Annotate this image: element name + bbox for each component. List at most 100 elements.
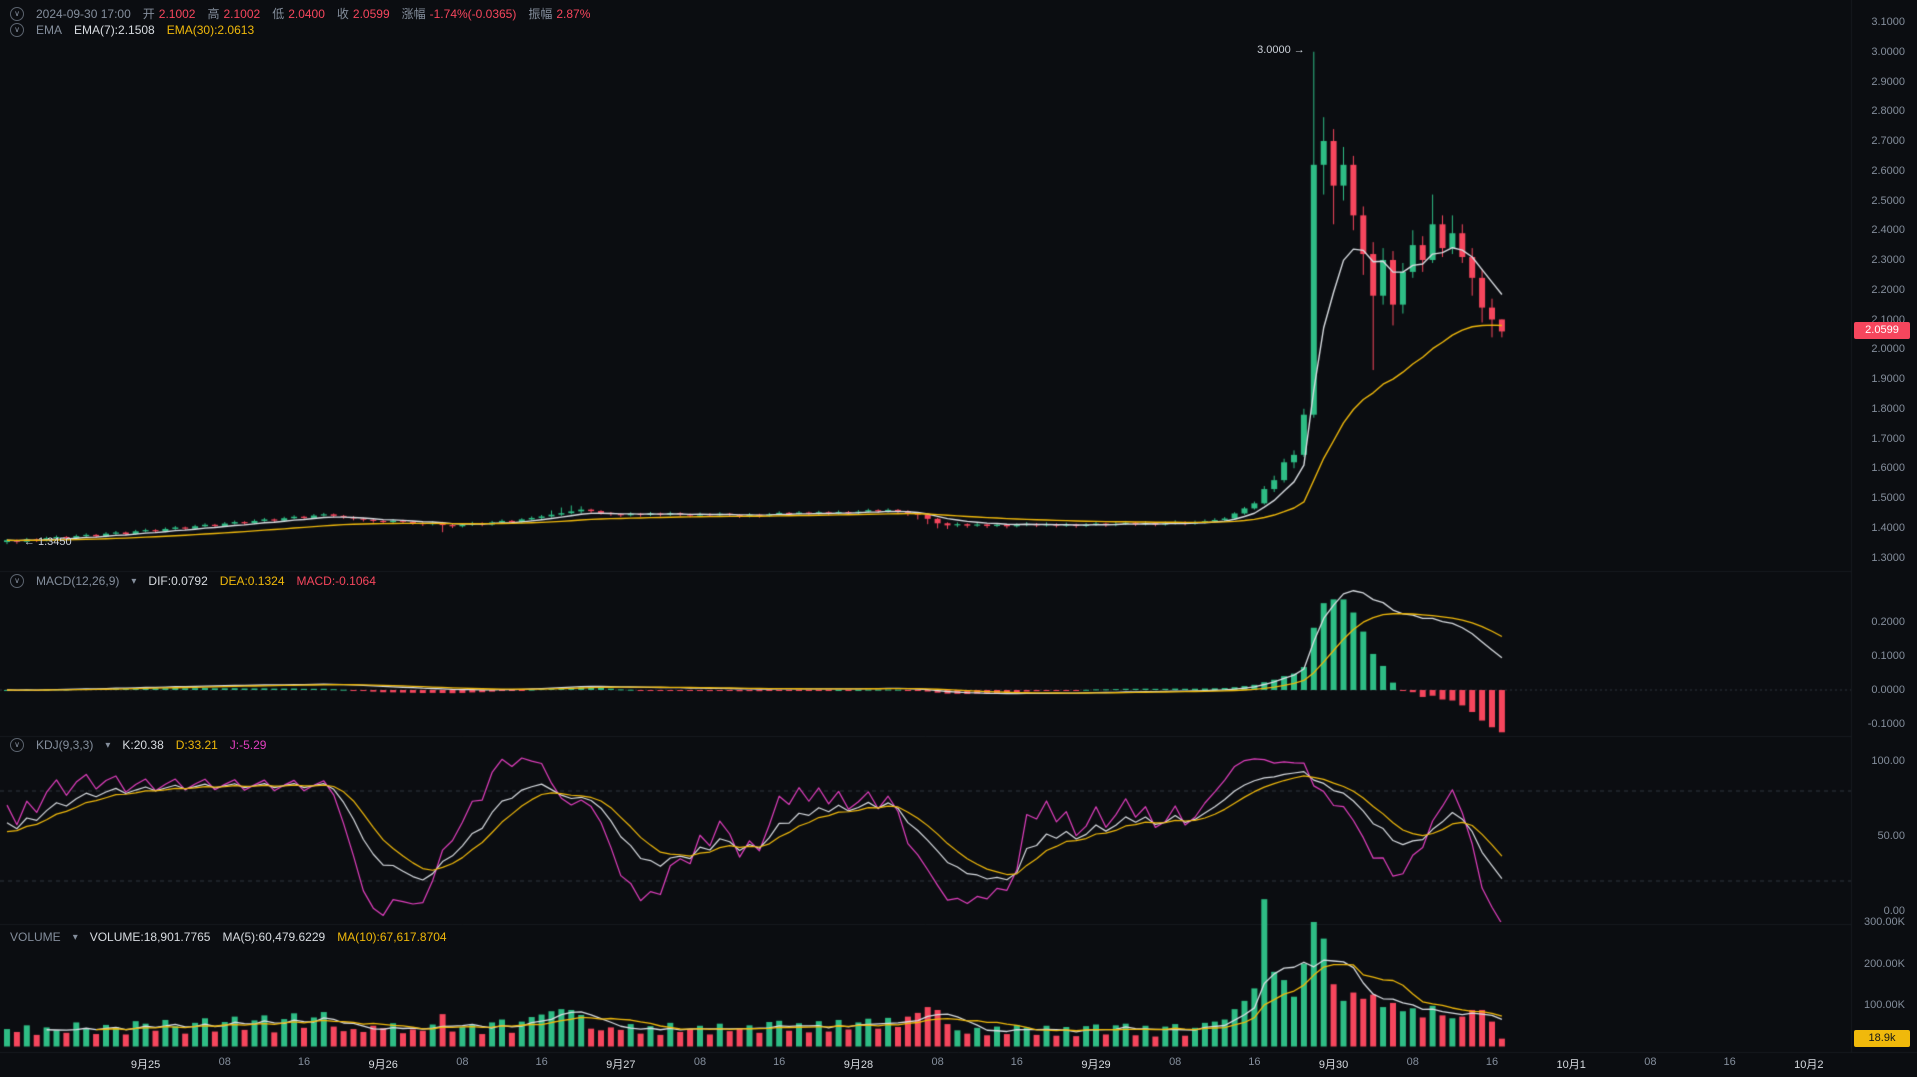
- volume-ma10-value: MA(10):67,617.8704: [337, 930, 447, 944]
- amplitude-value: 2.87%: [556, 6, 591, 21]
- time-tick-label: 08: [931, 1056, 944, 1068]
- price-tick-label: 2.7000: [1871, 135, 1905, 147]
- high-label: 高: [207, 7, 220, 21]
- chevron-down-icon: ∨: [14, 576, 20, 585]
- macd-tick-label: 0.1000: [1871, 649, 1905, 662]
- time-tick-label: 08: [1169, 1056, 1182, 1068]
- close-value: 2.0599: [352, 6, 390, 21]
- ema-title[interactable]: EMA: [36, 23, 63, 37]
- low-label: 低: [272, 7, 285, 21]
- time-tick-label: 9月25: [130, 1059, 161, 1071]
- price-badge: 2.0599: [1854, 322, 1910, 340]
- chevron-down-icon: ∨: [14, 25, 20, 34]
- ema30-value: EMA(30):2.0613: [166, 23, 255, 37]
- time-tick-label: 9月27: [606, 1059, 636, 1071]
- macd-title[interactable]: MACD(12,26,9): [36, 574, 120, 588]
- price-tick-label: 1.5000: [1871, 492, 1905, 504]
- price-tick-label: 1.7000: [1871, 432, 1905, 445]
- amplitude-label: 振幅: [528, 7, 553, 21]
- axis-labels: 3.1000 3.0000 2.9000 2.8000 2.7000 2.6000 2.50…: [1855, 0, 1915, 1077]
- kdj-tick-label: 0.00: [1883, 905, 1905, 917]
- volume-tick-label: 200.00K: [1864, 957, 1905, 970]
- time-tick-label: 16: [773, 1056, 786, 1068]
- time-tick-label: 16: [1248, 1056, 1261, 1068]
- kdj-dropdown-caret[interactable]: ▾: [105, 739, 111, 751]
- time-axis[interactable]: 9月25 08 16 9月26 08 16 9月27 08 16 9月28 08 16 9月29 08 16…: [0, 1056, 1851, 1074]
- time-tick-label: 9月29: [1081, 1059, 1111, 1071]
- time-tick-label: 08: [456, 1056, 469, 1068]
- volume-title[interactable]: VOLUME: [10, 930, 61, 944]
- time-tick-label: 16: [535, 1056, 548, 1068]
- time-tick-label: 16: [1010, 1056, 1023, 1068]
- price-tick-label: 2.0000: [1871, 343, 1905, 356]
- ohlc-bar: ∨ 2024-09-30 17:00 开 2.1002 高 2.1002 低 2.04…: [10, 5, 590, 22]
- change-label: 涨幅: [401, 7, 426, 21]
- price-tick-label: 3.0000: [1871, 45, 1905, 58]
- kdj-k-value: K:20.38: [122, 738, 164, 752]
- macd-tick-label: -0.1000: [1867, 718, 1905, 731]
- price-tick-label: 1.6000: [1871, 462, 1905, 475]
- open-label: 开: [142, 7, 155, 21]
- price-tick-label: 2.8000: [1871, 105, 1905, 118]
- open-value: 2.1002: [158, 6, 196, 21]
- change-value: -1.74%(-0.0365): [429, 6, 517, 21]
- volume-tick-label: 100.00K: [1864, 999, 1905, 1011]
- volume-dropdown-caret[interactable]: ▾: [72, 931, 78, 943]
- kdj-title[interactable]: KDJ(9,3,3): [36, 738, 94, 752]
- price-tick-label: 2.6000: [1871, 164, 1905, 177]
- macd-tick-label: 0.0000: [1871, 684, 1905, 696]
- time-tick-label: 16: [297, 1056, 311, 1068]
- low-value: 2.0400: [288, 6, 325, 21]
- price-tick-label: 1.8000: [1871, 402, 1905, 415]
- time-tick-label: 08: [218, 1056, 231, 1068]
- time-tick-label: 16: [1485, 1056, 1499, 1068]
- time-tick-label: 9月30: [1318, 1059, 1349, 1071]
- price-tick-label: 1.9000: [1871, 373, 1905, 385]
- ema7-value: EMA(7):2.1508: [74, 23, 155, 37]
- time-tick-label: 08: [1644, 1056, 1657, 1068]
- macd-tick-label: 0.2000: [1871, 615, 1905, 628]
- price-tick-label: 1.3000: [1871, 551, 1905, 564]
- price-tick-label: 2.2000: [1871, 283, 1905, 296]
- volume-ma5-value: MA(5):60,479.6229: [222, 930, 326, 944]
- price-tick-label: 2.4000: [1871, 224, 1905, 237]
- volume-tick-label: 300.00K: [1864, 916, 1905, 928]
- close-label: 收: [336, 7, 349, 21]
- time-tick-label: 9月28: [843, 1059, 874, 1071]
- macd-indicator-icon[interactable]: ∨: [10, 574, 24, 588]
- kdj-tick-label: 50.00: [1877, 830, 1905, 842]
- time-tick-label: 9月26: [368, 1059, 398, 1071]
- chevron-down-icon: ∨: [14, 8, 20, 18]
- ema-bar: ∨ EMA EMA(7):2.1508 EMA(30):2.0613: [10, 23, 254, 37]
- time-tick-label: 10月1: [1556, 1059, 1586, 1071]
- bar-timestamp: 2024-09-30 17:00: [36, 6, 131, 21]
- kdj-header: ∨ KDJ(9,3,3) ▾ K:20.38 D:33.21 J:-5.29: [10, 738, 266, 752]
- macd-header: ∨ MACD(12,26,9) ▾ DIF:0.0792 DEA:0.1324 …: [10, 574, 376, 588]
- price-tick-label: 1.4000: [1871, 521, 1905, 534]
- ema-indicator-icon[interactable]: ∨: [10, 23, 24, 37]
- kdj-tick-label: 100.00: [1871, 755, 1905, 767]
- macd-dif-value: DIF:0.0792: [148, 574, 208, 588]
- price-tick-label: 3.1000: [1871, 16, 1905, 28]
- volume-header: VOLUME ▾ VOLUME:18,901.7765 MA(5):60,479…: [10, 930, 447, 944]
- macd-hist-value: MACD:-0.1064: [296, 574, 376, 588]
- kdj-j-value: J:-5.29: [229, 738, 267, 752]
- macd-dea-value: DEA:0.1324: [219, 574, 285, 588]
- volume-value: VOLUME:18,901.7765: [89, 930, 211, 944]
- kdj-d-value: D:33.21: [175, 738, 218, 752]
- chevron-down-icon: ∨: [14, 740, 20, 749]
- kdj-indicator-icon[interactable]: ∨: [10, 738, 24, 752]
- time-tick-label: 08: [693, 1056, 707, 1068]
- price-tick-label: 2.9000: [1871, 75, 1905, 88]
- macd-dropdown-caret[interactable]: ▾: [131, 575, 137, 587]
- price-tick-label: 2.5000: [1871, 194, 1905, 207]
- time-tick-label: 08: [1406, 1056, 1419, 1068]
- time-tick-label: 16: [1723, 1056, 1736, 1068]
- high-value: 2.1002: [223, 6, 261, 21]
- time-tick-label: 10月2: [1794, 1059, 1824, 1071]
- price-tick-label: 2.3000: [1871, 254, 1905, 266]
- volume-badge: 18.9k: [1854, 1029, 1910, 1047]
- collapse-icon[interactable]: ∨: [10, 6, 24, 21]
